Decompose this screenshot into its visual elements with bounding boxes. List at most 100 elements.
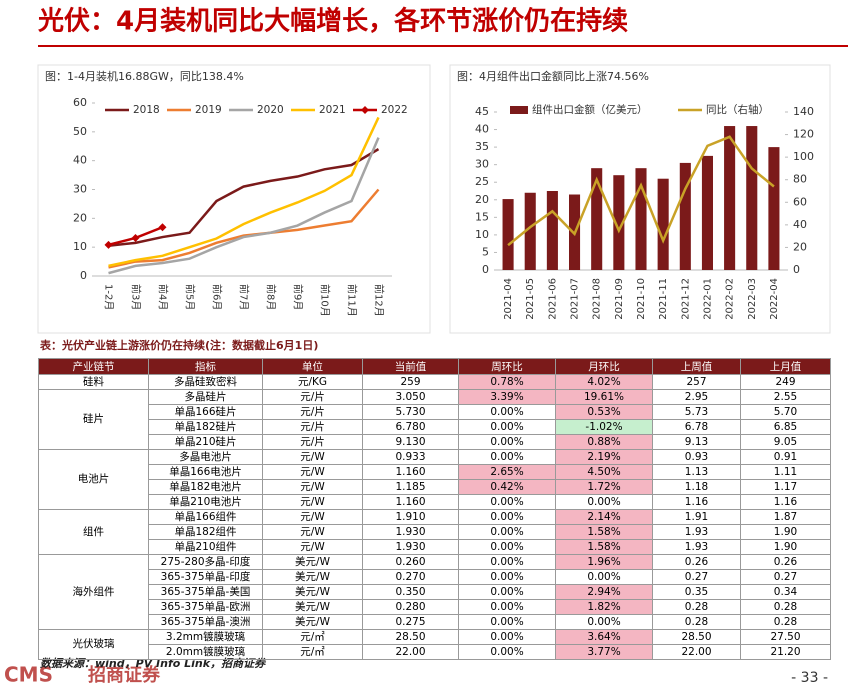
table-cell: 0.78% <box>458 374 556 390</box>
table-row: 365-375单晶-美国 美元/W 0.350 0.00% 2.94% 0.35 0.34 <box>39 584 831 600</box>
table-cell: 3.64% <box>555 629 653 645</box>
y2-tick-label: 40 <box>793 218 807 231</box>
table-cell: 0.00% <box>458 419 556 435</box>
table-cell: 1.82% <box>555 599 653 615</box>
x-tick-label: 2021-07 <box>570 278 581 320</box>
legend-swatch <box>510 106 528 114</box>
table-cell: 0.00% <box>458 434 556 450</box>
point-marker <box>104 240 113 249</box>
y-tick-label: 30 <box>475 158 489 171</box>
bar <box>724 126 736 271</box>
table-cell: 0.260 <box>362 554 459 570</box>
table-cell: 257 <box>652 374 741 390</box>
table-cell: 美元/W <box>262 554 363 570</box>
x-tick-label: 前6月 <box>211 284 224 310</box>
table-cell: 6.78 <box>652 419 741 435</box>
table-cell: 1.930 <box>362 524 459 540</box>
table-cell: 0.00% <box>555 614 653 630</box>
table-cell: 1.18 <box>652 479 741 495</box>
header-cell: 上周值 <box>652 358 741 375</box>
table-row: 单晶182组件 元/W 1.930 0.00% 1.58% 1.93 1.90 <box>39 524 831 540</box>
table-cell: -1.02% <box>555 419 653 435</box>
table-cell: 1.96% <box>555 554 653 570</box>
group-cell: 光伏玻璃 <box>38 629 149 660</box>
legend-label: 2022 <box>381 104 408 116</box>
table-cell: 0.26 <box>652 554 741 570</box>
table-cell: 22.00 <box>362 644 459 660</box>
table-cell: 365-375单晶-澳洲 <box>148 614 263 630</box>
table-cell: 19.61% <box>555 389 653 405</box>
table-cell: 多晶硅致密料 <box>148 374 263 390</box>
table-row: 单晶182电池片 元/W 1.185 0.42% 1.72% 1.18 1.17 <box>39 479 831 495</box>
table-cell: 2.0mm镀膜玻璃 <box>148 644 263 660</box>
table-cell: 27.50 <box>740 629 831 645</box>
table-cell: 28.50 <box>362 629 459 645</box>
source: 数据来源：wind，PV Info Link，招商证券 <box>40 657 266 670</box>
table-cell: 0.270 <box>362 569 459 585</box>
x-tick-label: 2021-09 <box>614 278 625 320</box>
table-cell: 单晶166硅片 <box>148 404 263 420</box>
table-cell: 259 <box>362 374 459 390</box>
point-marker <box>158 223 167 232</box>
x-tick-label: 前12月 <box>373 284 386 317</box>
x-tick-label: 1-2月 <box>103 284 115 310</box>
x-tick-label: 2021-10 <box>636 278 647 320</box>
y-tick-label: 20 <box>475 193 489 206</box>
series-line <box>507 135 775 247</box>
table-row: 组件 单晶166组件 元/W 1.910 0.00% 2.14% 1.91 1.87 <box>38 509 831 555</box>
table-cell: 元/W <box>262 524 363 540</box>
table-cell: 365-375单晶-印度 <box>148 569 263 585</box>
table-cell: 元/片 <box>262 419 363 435</box>
table-cell: 元/W <box>262 509 363 525</box>
y-tick-label: 0 <box>80 269 87 282</box>
table-cell: 1.16 <box>740 494 831 510</box>
x-tick-label: 2021-11 <box>658 278 669 320</box>
bar <box>524 192 536 270</box>
table-cell: 1.910 <box>362 509 459 525</box>
table-cell: 0.933 <box>362 449 459 465</box>
table-row: 2.0mm镀膜玻璃 元/㎡ 22.00 0.00% 3.77% 22.00 21.20 <box>39 644 831 660</box>
table-cell: 0.00% <box>458 599 556 615</box>
y2-tick-label: 140 <box>793 105 814 118</box>
group-cell: 电池片 <box>38 449 149 510</box>
table-row: 硅料 多晶硅致密料 元/KG 259 0.78% 4.02% 257 249 <box>38 374 831 390</box>
table-cell: 1.87 <box>740 509 831 525</box>
table-cell: 0.93 <box>652 449 741 465</box>
table-cell: 0.26 <box>740 554 831 570</box>
table-cell: 美元/W <box>262 614 363 630</box>
table-cell: 元/㎡ <box>262 629 363 645</box>
table-row: 单晶182硅片 元/片 6.780 0.00% -1.02% 6.78 6.85 <box>39 419 831 435</box>
table-cell: 1.17 <box>740 479 831 495</box>
group-cell: 海外组件 <box>38 554 149 630</box>
table-cell: 单晶166组件 <box>148 509 263 525</box>
table-cell: 0.00% <box>555 569 653 585</box>
table-cell: 5.70 <box>740 404 831 420</box>
table-row: 365-375单晶-印度 美元/W 0.270 0.00% 0.00% 0.27 0.27 <box>39 569 831 585</box>
table-cell: 365-375单晶-欧洲 <box>148 599 263 615</box>
table-cell: 0.00% <box>458 524 556 540</box>
table-cell: 21.20 <box>740 644 831 660</box>
legend-label: 2021 <box>319 104 346 116</box>
table-cell: 0.280 <box>362 599 459 615</box>
y2-tick-label: 120 <box>793 128 814 141</box>
point-marker <box>131 233 140 242</box>
table-cell: 1.16 <box>652 494 741 510</box>
table-cell: 元/W <box>262 494 363 510</box>
chart-title: 图：4月组件出口金额同比上涨74.56% <box>457 69 649 83</box>
table-cell: 4.50% <box>555 464 653 480</box>
table-row: 单晶210电池片 元/W 1.160 0.00% 0.00% 1.16 1.16 <box>39 494 831 510</box>
bar <box>613 175 625 270</box>
table-cell: 1.90 <box>740 539 831 555</box>
legend-label: 同比（右轴） <box>706 103 769 116</box>
table-cell: 0.00% <box>458 554 556 570</box>
table-cell: 元/片 <box>262 434 363 450</box>
table-cell: 0.00% <box>458 644 556 660</box>
table-cell: 0.350 <box>362 584 459 600</box>
table-cell: 元/W <box>262 449 363 465</box>
table-cell: 0.00% <box>458 614 556 630</box>
y-tick-label: 10 <box>73 240 87 253</box>
header-cell: 上月值 <box>740 358 831 375</box>
bar <box>546 191 558 270</box>
table-cell: 单晶182电池片 <box>148 479 263 495</box>
table-cell: 1.93 <box>652 539 741 555</box>
